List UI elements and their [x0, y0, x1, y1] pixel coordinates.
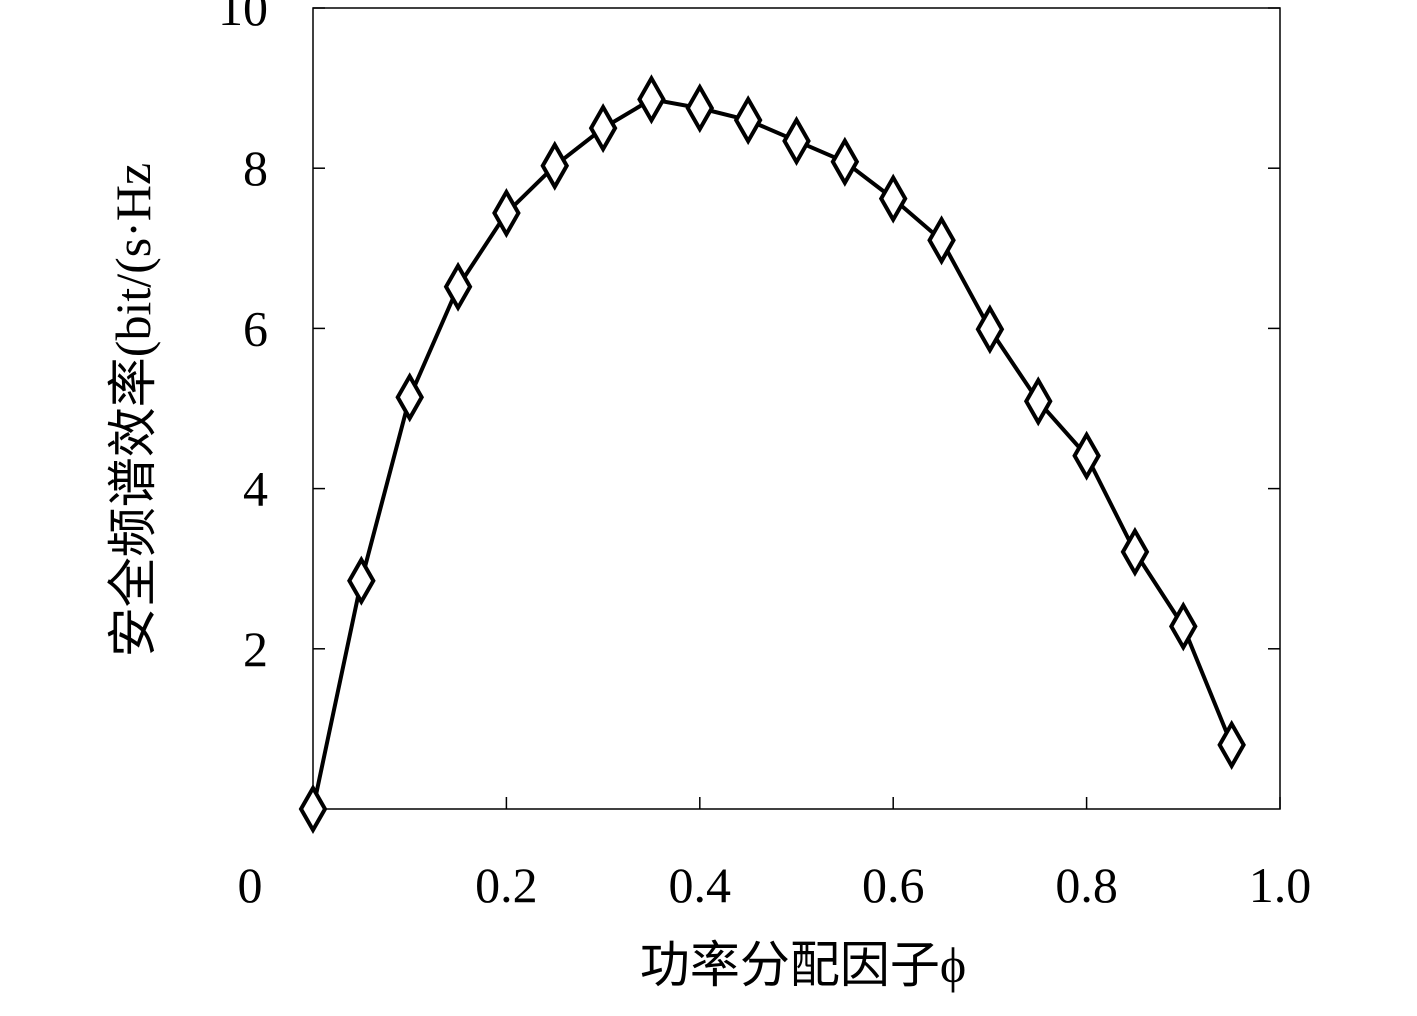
data-marker — [927, 215, 956, 266]
data-marker — [298, 783, 328, 835]
data-marker — [975, 304, 1005, 355]
y-tick-label: 10 — [218, 0, 268, 36]
plot-frame — [312, 7, 1281, 810]
y-tick-label: 6 — [243, 300, 268, 356]
data-marker — [1120, 526, 1150, 577]
data-marker — [782, 115, 811, 166]
data-marker — [443, 261, 473, 312]
x-tick-label: 1.0 — [1249, 857, 1312, 913]
y-tick-label: 4 — [243, 461, 268, 517]
x-tick-label: 0.2 — [475, 857, 538, 913]
x-tick-label: 0.4 — [669, 857, 732, 913]
x-tick-label: 0 — [238, 857, 263, 913]
data-marker — [540, 140, 570, 191]
y-tick-label: 2 — [243, 621, 268, 677]
data-marker — [878, 173, 908, 224]
data-marker — [588, 103, 618, 154]
data-marker — [395, 372, 425, 423]
x-axis-title: 功率分配因子ϕ — [640, 937, 966, 993]
data-marker — [1072, 430, 1101, 481]
x-tick-label: 0.6 — [862, 857, 925, 913]
y-axis-title: 安全频谱效率(bit/(s·Hz — [105, 163, 161, 657]
data-marker — [830, 136, 860, 187]
data-marker — [1168, 601, 1198, 652]
data-marker — [637, 74, 666, 125]
y-tick-label: 8 — [243, 140, 268, 196]
data-marker — [1217, 719, 1246, 770]
data-marker — [1023, 376, 1053, 427]
x-tick-label: 0.8 — [1055, 857, 1118, 913]
data-marker — [733, 95, 763, 146]
data-marker — [685, 83, 715, 134]
data-marker — [347, 555, 376, 606]
data-marker — [492, 188, 521, 239]
